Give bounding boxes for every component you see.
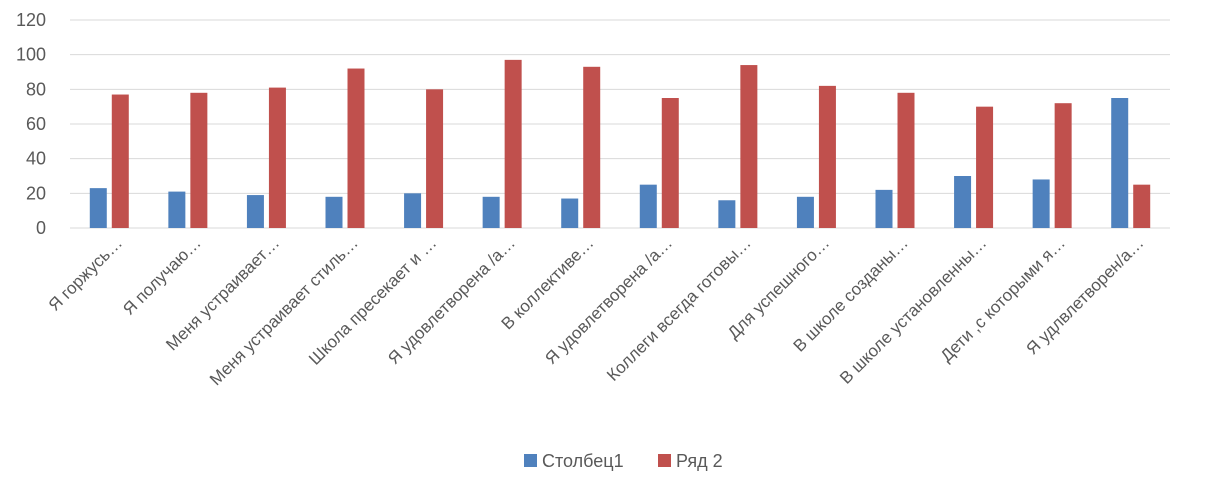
legend-swatch	[658, 454, 671, 467]
y-axis: 0 20 40 60 80 100 120	[16, 10, 46, 238]
bar-series2	[347, 68, 365, 229]
bar-series2	[426, 89, 444, 228]
legend: Столбец1 Ряд 2	[524, 451, 723, 471]
x-category-label: Школа пресекает и …	[305, 233, 440, 368]
bar-series1	[482, 196, 500, 228]
bar-series2	[740, 65, 758, 228]
bar-series1	[561, 198, 579, 228]
y-tick-label: 80	[26, 79, 46, 99]
legend-swatch	[524, 454, 537, 467]
bar-series1	[404, 193, 422, 228]
gridlines	[70, 19, 1170, 229]
x-axis: Я горжусь…Я получаю…Меня устраивает…Меня…	[45, 233, 1148, 389]
x-category-label: Я получаю…	[119, 233, 204, 318]
y-tick-label: 120	[16, 10, 46, 30]
bar-series1	[246, 195, 264, 228]
y-tick-label: 100	[16, 45, 46, 65]
legend-label: Столбец1	[542, 451, 624, 471]
bar-series1	[875, 189, 893, 228]
legend-label: Ряд 2	[676, 451, 723, 471]
bar-series1	[796, 196, 814, 228]
bar-series1	[639, 184, 657, 228]
bar-series2	[190, 92, 208, 228]
bar-series2	[976, 106, 994, 228]
y-tick-label: 40	[26, 149, 46, 169]
x-category-label: Коллеги всегда готовы…	[603, 233, 754, 384]
bar-series2	[1133, 184, 1151, 228]
y-tick-label: 0	[36, 218, 46, 238]
bar-series1	[325, 196, 343, 228]
y-tick-label: 60	[26, 114, 46, 134]
bar-series2	[1054, 103, 1072, 228]
x-category-label: Я удовлетворена /а…	[384, 233, 519, 368]
bar-series2	[268, 87, 286, 228]
bars	[89, 59, 1151, 229]
bar-series1	[89, 188, 107, 228]
x-category-label: Я удовлетворена /а…	[541, 233, 676, 368]
bar-series2	[818, 85, 836, 228]
x-category-label: Я горжусь…	[45, 233, 126, 314]
bar-series1	[168, 191, 186, 228]
bar-series2	[504, 59, 522, 228]
bar-series2	[897, 92, 915, 228]
bar-series1	[954, 176, 972, 228]
x-category-label: Меня устраивает стиль…	[206, 233, 362, 389]
bar-series2	[661, 98, 679, 228]
bar-series2	[111, 94, 129, 229]
bar-series2	[583, 66, 601, 228]
x-category-label: В школе установленны…	[836, 233, 990, 387]
bar-series1	[1111, 98, 1129, 228]
bar-series1	[1032, 179, 1050, 228]
y-tick-label: 20	[26, 183, 46, 203]
bar-series1	[718, 200, 736, 228]
